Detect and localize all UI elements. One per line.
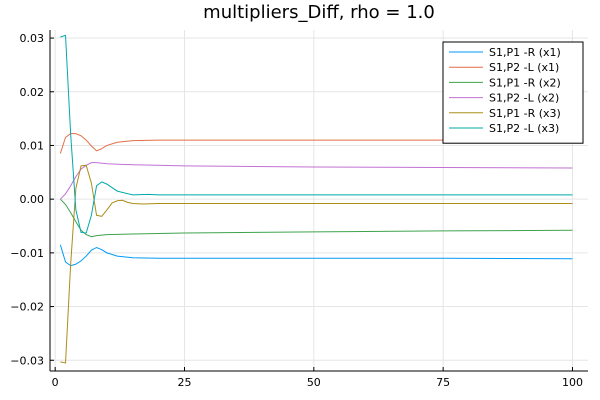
y-tick-label: 0.01: [20, 139, 45, 152]
tick-labels: 0 25 50 75 100 −0.03 −0.02 −0.01 0.00 0.01 0.02 0.0…: [10, 32, 583, 389]
legend: S1,P1 -R (x1) S1,P2 -L (x1) S1,P1 -R (x2) S…: [442, 41, 584, 144]
legend-label: S1,P2 -L (x1): [489, 61, 559, 74]
grid-lines: [50, 30, 588, 371]
chart-title: multipliers_Diff, rho = 1.0: [203, 2, 435, 23]
series-line-1: [59, 244, 573, 267]
y-tick-label: 0.03: [20, 32, 45, 45]
series-lines: [59, 34, 573, 364]
y-tick-label: −0.01: [10, 247, 44, 260]
legend-label: S1,P1 -R (x3): [489, 107, 561, 120]
legend-box: [442, 41, 584, 144]
series-line-6: [60, 34, 573, 234]
x-tick-label: 75: [436, 376, 450, 389]
y-tick-label: −0.03: [10, 354, 44, 367]
series-line-2: [59, 133, 573, 154]
legend-label: S1,P1 -R (x2): [489, 76, 561, 89]
y-tick-label: 0.00: [20, 193, 45, 206]
x-tick-label: 0: [52, 376, 59, 389]
series-line-4: [59, 162, 573, 200]
series-line-5: [60, 164, 573, 364]
y-tick-label: 0.02: [20, 86, 45, 99]
legend-label: S1,P2 -L (x2): [489, 92, 559, 105]
x-tick-label: 100: [562, 376, 583, 389]
x-tick-label: 50: [307, 376, 321, 389]
y-tick-label: −0.02: [10, 301, 44, 314]
plot-axes: [49, 30, 588, 372]
x-tick-label: 25: [178, 376, 192, 389]
series-line-3: [59, 198, 573, 238]
legend-label: S1,P1 -R (x1): [489, 46, 561, 59]
legend-label: S1,P2 -L (x3): [489, 122, 559, 135]
